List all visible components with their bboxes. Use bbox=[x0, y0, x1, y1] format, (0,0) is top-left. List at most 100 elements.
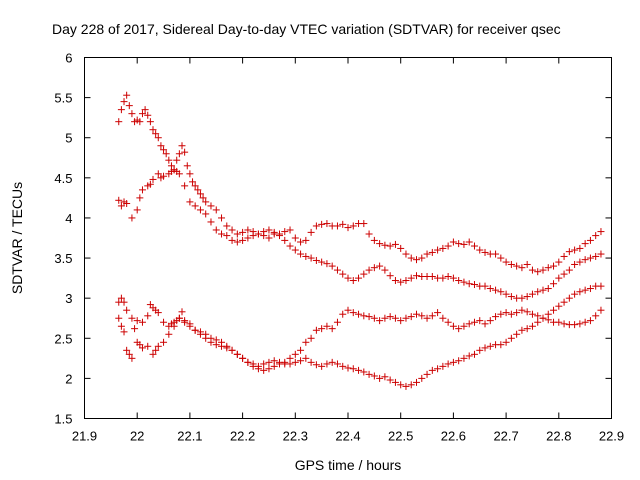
data-point-plus bbox=[120, 298, 128, 306]
data-point-plus bbox=[233, 238, 241, 246]
data-point-plus bbox=[465, 280, 473, 288]
data-point-plus bbox=[528, 290, 536, 298]
data-point-plus bbox=[413, 256, 421, 264]
data-point-plus bbox=[115, 314, 123, 322]
data-point-plus bbox=[476, 346, 484, 354]
data-point-plus bbox=[360, 270, 368, 278]
data-point-plus bbox=[344, 306, 352, 314]
data-point-plus bbox=[476, 317, 484, 325]
data-point-plus bbox=[502, 258, 510, 266]
data-point-plus bbox=[571, 321, 579, 329]
data-point-plus bbox=[518, 294, 526, 302]
data-point-plus bbox=[434, 365, 442, 373]
data-point-plus bbox=[355, 366, 363, 374]
data-point-plus bbox=[244, 358, 252, 366]
data-point-plus bbox=[233, 350, 241, 358]
data-point-plus bbox=[196, 328, 204, 336]
chart-title: Day 228 of 2017, Sidereal Day-to-day VTE… bbox=[52, 21, 561, 37]
data-point-plus bbox=[355, 274, 363, 282]
data-point-plus bbox=[244, 226, 252, 234]
data-point-plus bbox=[223, 232, 231, 240]
data-point-plus bbox=[370, 314, 378, 322]
data-point-plus bbox=[571, 290, 579, 298]
data-point-plus bbox=[397, 278, 405, 286]
data-point-plus bbox=[128, 314, 136, 322]
data-point-plus bbox=[349, 277, 357, 285]
data-point-plus bbox=[413, 310, 421, 318]
x-tick-label: 22.9 bbox=[599, 429, 624, 444]
x-tick-label: 22.5 bbox=[388, 429, 413, 444]
data-point-plus bbox=[160, 146, 168, 154]
data-point-plus bbox=[534, 268, 542, 276]
data-point-plus bbox=[565, 294, 573, 302]
data-point-plus bbox=[270, 230, 278, 238]
y-tick-label: 2 bbox=[65, 371, 72, 386]
data-point-plus bbox=[339, 220, 347, 228]
data-point-plus bbox=[523, 260, 531, 268]
x-tick-label: 22.1 bbox=[177, 429, 202, 444]
data-point-plus bbox=[191, 182, 199, 190]
data-point-plus bbox=[160, 172, 168, 180]
data-point-plus bbox=[391, 240, 399, 248]
data-point-plus bbox=[244, 234, 252, 242]
data-point-plus bbox=[281, 228, 289, 236]
data-point-plus bbox=[550, 306, 558, 314]
data-point-plus bbox=[444, 318, 452, 326]
data-point-plus bbox=[302, 338, 310, 346]
data-point-plus bbox=[239, 354, 247, 362]
data-point-plus bbox=[162, 150, 170, 158]
series-track-2 bbox=[115, 166, 605, 302]
data-point-plus bbox=[218, 338, 226, 346]
data-point-plus bbox=[470, 350, 478, 358]
data-point-plus bbox=[189, 178, 197, 186]
data-point-plus bbox=[586, 236, 594, 244]
series-track-1 bbox=[115, 91, 605, 276]
data-point-plus bbox=[470, 281, 478, 289]
data-point-plus bbox=[481, 344, 489, 352]
data-point-plus bbox=[170, 322, 178, 330]
data-point-plus bbox=[597, 306, 605, 314]
data-point-plus bbox=[117, 202, 125, 210]
data-point-plus bbox=[476, 246, 484, 254]
data-point-plus bbox=[534, 318, 542, 326]
data-point-plus bbox=[486, 317, 494, 325]
data-point-plus bbox=[407, 274, 415, 282]
data-point-plus bbox=[175, 170, 183, 178]
data-point-plus bbox=[376, 374, 384, 382]
data-point-plus bbox=[397, 244, 405, 252]
data-point-plus bbox=[136, 194, 144, 202]
data-point-plus bbox=[302, 354, 310, 362]
data-point-plus bbox=[146, 180, 154, 188]
data-point-plus bbox=[560, 252, 568, 260]
data-point-plus bbox=[194, 186, 202, 194]
data-point-plus bbox=[528, 310, 536, 318]
data-point-plus bbox=[597, 228, 605, 236]
data-point-plus bbox=[254, 230, 262, 238]
data-point-plus bbox=[239, 228, 247, 236]
data-point-plus bbox=[576, 288, 584, 296]
data-point-plus bbox=[228, 236, 236, 244]
data-point-plus bbox=[518, 306, 526, 314]
data-point-plus bbox=[560, 298, 568, 306]
data-point-plus bbox=[481, 320, 489, 328]
data-point-plus bbox=[125, 350, 133, 358]
data-point-plus bbox=[333, 222, 341, 230]
data-point-plus bbox=[312, 326, 320, 334]
data-point-plus bbox=[497, 310, 505, 318]
data-point-plus bbox=[138, 186, 146, 194]
x-tick-label: 22.4 bbox=[335, 429, 360, 444]
data-point-plus bbox=[581, 240, 589, 248]
y-tick-label: 2.5 bbox=[54, 331, 72, 346]
data-point-plus bbox=[544, 264, 552, 272]
data-point-plus bbox=[218, 214, 226, 222]
data-point-plus bbox=[365, 370, 373, 378]
data-point-plus bbox=[486, 285, 494, 293]
data-point-plus bbox=[286, 226, 294, 234]
data-point-plus bbox=[117, 322, 125, 330]
data-point-plus bbox=[439, 274, 447, 282]
data-point-plus bbox=[386, 272, 394, 280]
data-point-plus bbox=[181, 182, 189, 190]
data-point-plus bbox=[370, 264, 378, 272]
data-point-plus bbox=[333, 360, 341, 368]
